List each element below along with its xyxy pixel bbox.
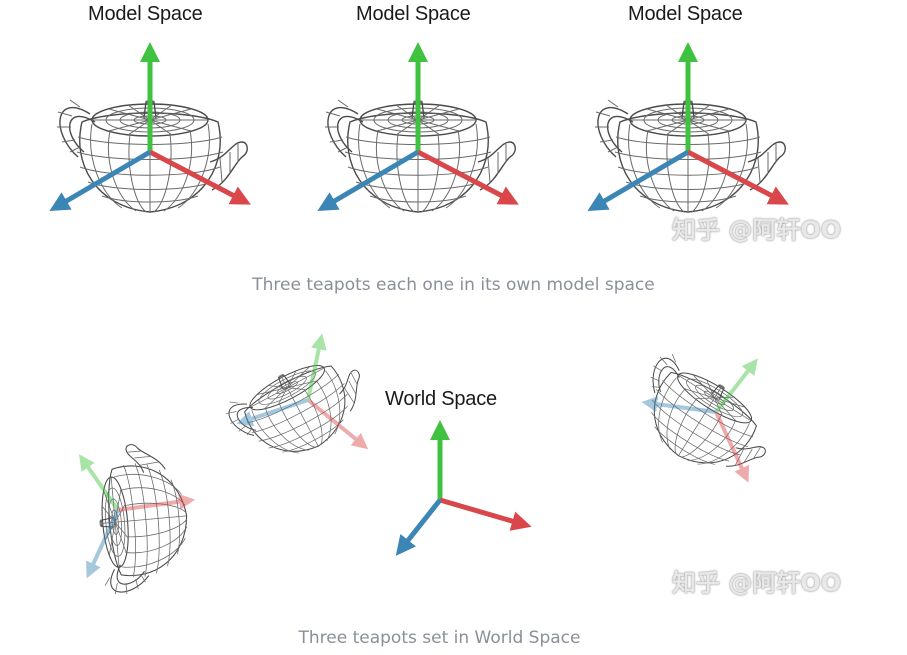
bottom-caption: Three teapots set in World Space [298, 628, 581, 648]
watermark-top: 知乎 @阿轩OO [672, 216, 842, 244]
world-teapot-right [619, 329, 802, 495]
world-teapot-middle [220, 329, 381, 479]
model-space-label-3: Model Space [628, 3, 743, 25]
model-space-label-1: Model Space [88, 3, 203, 25]
top-caption: Three teapots each one in its own model … [252, 275, 655, 295]
world-axes [395, 420, 532, 556]
world-space-label: World Space [385, 388, 497, 410]
model-teapot-2 [325, 52, 516, 213]
model-teapot-3 [595, 52, 786, 213]
watermark-bottom: 知乎 @阿轩OO [672, 569, 842, 597]
model-space-label-2: Model Space [356, 3, 471, 25]
world-teapot-left [36, 425, 194, 597]
model-teapot-1 [57, 52, 248, 213]
